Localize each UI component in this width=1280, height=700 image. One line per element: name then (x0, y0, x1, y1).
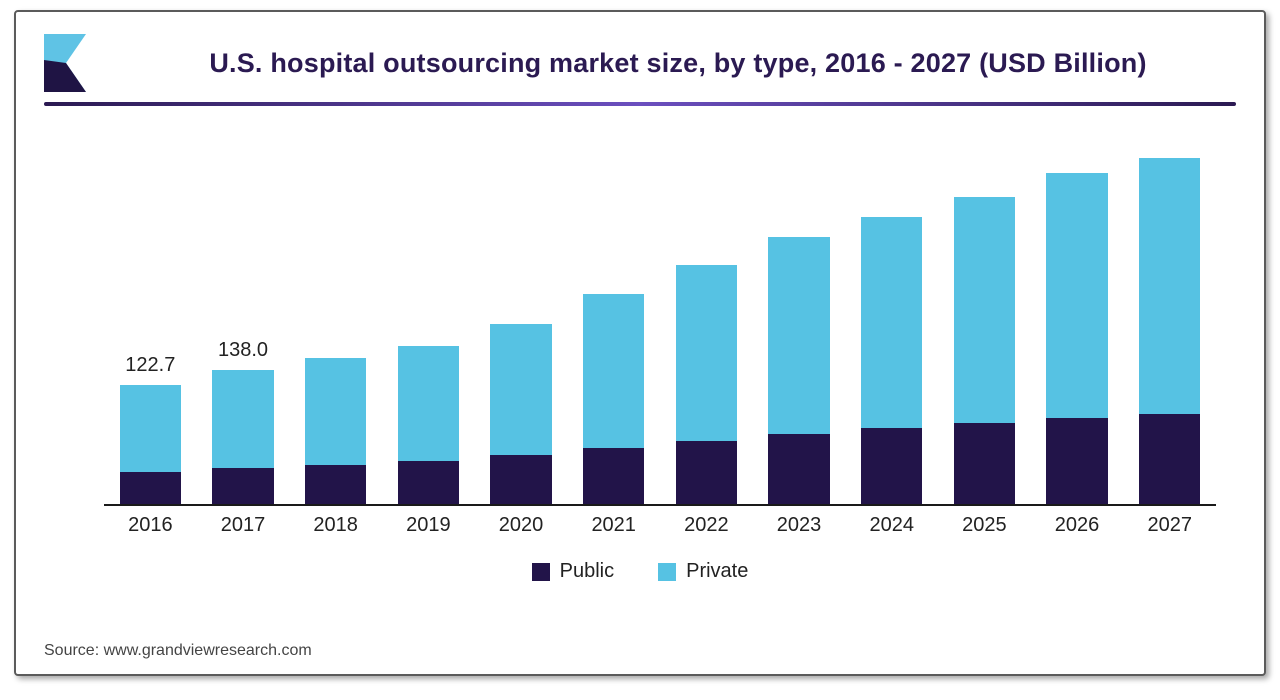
bar-segment-public (1139, 414, 1200, 504)
bar-segment-private (1139, 158, 1200, 414)
bar-2026 (1031, 173, 1124, 504)
legend-swatch-private (658, 563, 676, 581)
bar-value-label: 138.0 (218, 339, 268, 362)
bar-segment-private (861, 217, 922, 428)
bar-segment-private (212, 370, 273, 468)
bar-segment-public (1046, 418, 1107, 504)
legend-item-private: Private (658, 560, 748, 583)
bar-stack (768, 237, 829, 504)
bar-segment-public (305, 465, 366, 504)
bar-stack (1139, 158, 1200, 504)
bar-segment-public (768, 434, 829, 504)
x-label: 2017 (197, 506, 290, 546)
bar-2021 (567, 294, 660, 504)
bar-2020 (475, 324, 568, 504)
bar-stack (1046, 173, 1107, 504)
bar-segment-private (1046, 173, 1107, 418)
legend-label-private: Private (686, 560, 748, 583)
chart-title: U.S. hospital outsourcing market size, b… (120, 48, 1236, 79)
bar-segment-public (120, 472, 181, 504)
bar-2016: 122.7 (104, 385, 197, 504)
bar-segment-private (954, 197, 1015, 423)
bar-2023 (753, 237, 846, 504)
bar-segment-private (676, 265, 737, 440)
bar-stack (398, 346, 459, 504)
bar-segment-private (583, 294, 644, 448)
source-citation: Source: www.grandviewresearch.com (44, 642, 312, 660)
x-label: 2025 (938, 506, 1031, 546)
bar-2027 (1123, 158, 1216, 504)
bar-stack (676, 265, 737, 504)
x-label: 2024 (845, 506, 938, 546)
x-label: 2023 (753, 506, 846, 546)
bar-stack (212, 370, 273, 504)
x-label: 2021 (567, 506, 660, 546)
bar-stack (861, 217, 922, 504)
bar-segment-public (861, 428, 922, 504)
bar-segment-private (120, 385, 181, 472)
bar-2022 (660, 265, 753, 504)
bar-value-label: 122.7 (125, 354, 175, 377)
bar-stack (490, 324, 551, 504)
header: U.S. hospital outsourcing market size, b… (44, 34, 1236, 92)
bar-segment-private (490, 324, 551, 455)
bar-2024 (845, 217, 938, 504)
bar-stack (954, 197, 1015, 504)
legend-item-public: Public (532, 560, 614, 583)
bar-segment-private (398, 346, 459, 461)
header-underline (44, 102, 1236, 106)
bar-segment-public (954, 423, 1015, 504)
x-label: 2016 (104, 506, 197, 546)
bar-2019 (382, 346, 475, 504)
x-label: 2018 (289, 506, 382, 546)
bars-container: 122.7138.0 (104, 136, 1216, 504)
bar-2017: 138.0 (197, 370, 290, 504)
chart-area: 122.7138.0 20162017201820192020202120222… (104, 136, 1216, 546)
bar-segment-public (583, 448, 644, 504)
x-axis-labels: 2016201720182019202020212022202320242025… (104, 506, 1216, 546)
bar-segment-public (490, 455, 551, 504)
legend: Public Private (44, 560, 1236, 583)
legend-label-public: Public (560, 560, 614, 583)
x-label: 2022 (660, 506, 753, 546)
bar-stack (305, 358, 366, 504)
brand-logo (44, 34, 98, 92)
x-label: 2026 (1031, 506, 1124, 546)
bar-2018 (289, 358, 382, 504)
chart-card: U.S. hospital outsourcing market size, b… (14, 10, 1266, 676)
x-label: 2019 (382, 506, 475, 546)
bar-segment-private (305, 358, 366, 465)
logo-dark-shape (44, 60, 86, 92)
x-label: 2027 (1123, 506, 1216, 546)
bar-2025 (938, 197, 1031, 504)
legend-swatch-public (532, 563, 550, 581)
plot-region: 122.7138.0 (104, 136, 1216, 506)
bar-stack (120, 385, 181, 504)
bar-segment-public (398, 461, 459, 504)
bar-segment-public (676, 441, 737, 504)
x-label: 2020 (475, 506, 568, 546)
bar-segment-private (768, 237, 829, 434)
bar-segment-public (212, 468, 273, 504)
bar-stack (583, 294, 644, 504)
